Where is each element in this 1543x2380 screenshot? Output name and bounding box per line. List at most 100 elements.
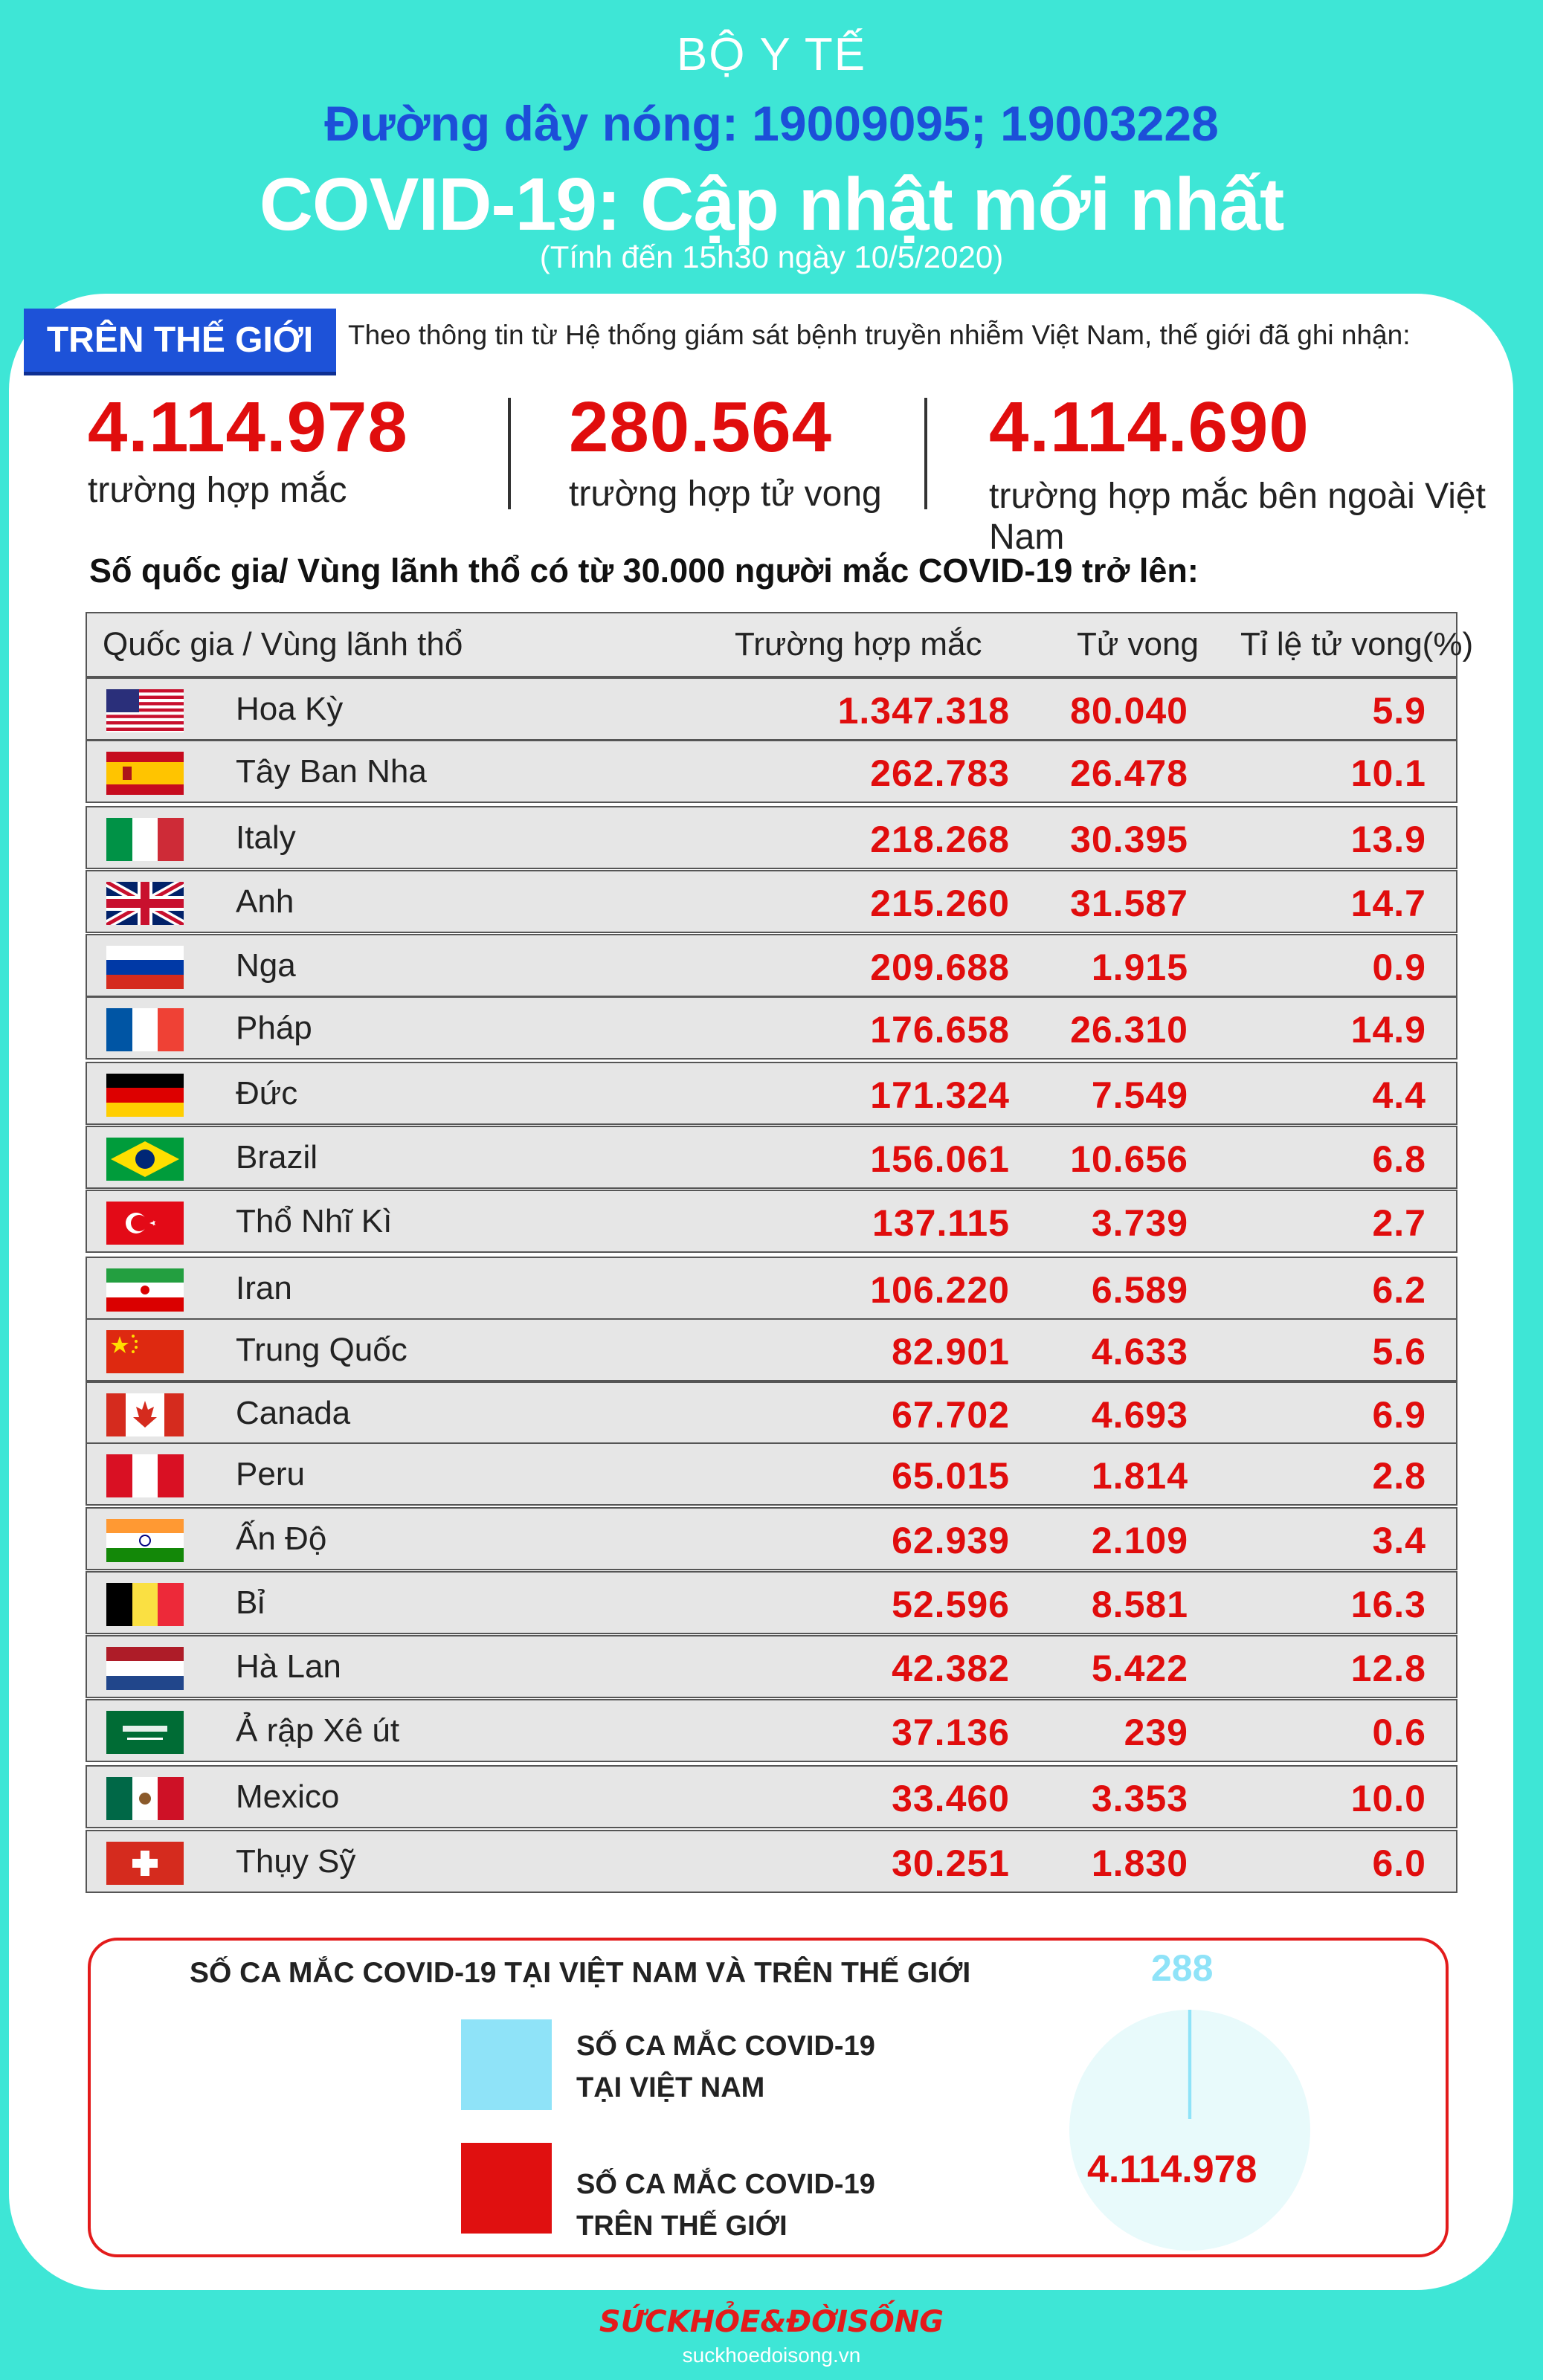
legend-label-world: SỐ CA MẮC COVID-19 TRÊN THẾ GIỚI — [576, 2169, 875, 2242]
table-row: Anh 215.260 31.587 14.7 — [86, 870, 1457, 933]
cases-value: 171.324 — [870, 1074, 1010, 1116]
death-rate-value: 4.4 — [1372, 1074, 1426, 1116]
stat-deaths: 280.564 — [569, 387, 833, 467]
italy-flag — [106, 818, 184, 861]
france-flag — [106, 1008, 184, 1051]
death-rate-value: 6.9 — [1372, 1394, 1426, 1436]
deaths-value: 30.395 — [1070, 819, 1188, 860]
death-rate-value: 2.8 — [1372, 1455, 1426, 1497]
pie-label-vietnam: 288 — [1151, 1947, 1214, 1989]
country-name: Anh — [236, 883, 294, 920]
deaths-value: 1.830 — [1091, 1842, 1188, 1884]
deaths-value: 26.478 — [1070, 752, 1188, 794]
cases-value: 218.268 — [870, 819, 1010, 860]
deaths-value: 7.549 — [1091, 1074, 1188, 1116]
country-name: Tây Ban Nha — [236, 753, 427, 790]
publisher-logo: SỨCKHỎE&ĐỜISỐNG — [599, 2305, 944, 2339]
china-flag — [106, 1330, 184, 1373]
table-row: Canada 67.702 4.693 6.9 — [86, 1381, 1457, 1445]
deaths-value: 1.915 — [1091, 946, 1188, 988]
cases-value: 65.015 — [892, 1455, 1010, 1497]
death-rate-value: 10.0 — [1350, 1778, 1426, 1819]
uk-flag — [106, 882, 184, 925]
table-row: Trung Quốc 82.901 4.633 5.6 — [86, 1318, 1457, 1381]
table-row: Tây Ban Nha 262.783 26.478 10.1 — [86, 740, 1457, 803]
col-country: Quốc gia / Vùng lãnh thổ — [103, 626, 463, 662]
cases-value: 209.688 — [870, 946, 1010, 988]
death-rate-value: 10.1 — [1350, 752, 1426, 794]
country-name: Mexico — [236, 1778, 340, 1815]
death-rate-value: 2.7 — [1372, 1202, 1426, 1244]
cases-value: 156.061 — [870, 1138, 1010, 1180]
col-deaths: Tử vong — [1077, 626, 1199, 662]
cases-value: 52.596 — [892, 1584, 1010, 1625]
table-row: Nga 209.688 1.915 0.9 — [86, 934, 1457, 997]
country-name: Italy — [236, 819, 296, 856]
cases-value: 106.220 — [870, 1269, 1010, 1311]
deaths-value: 5.422 — [1091, 1648, 1188, 1689]
stat-deaths-label: trường hợp tử vong — [569, 474, 882, 514]
pie-slice-world — [1069, 2010, 1310, 2251]
deaths-value: 31.587 — [1070, 883, 1188, 924]
chart-title: SỐ CA MẮC COVID-19 TẠI VIỆT NAM VÀ TRÊN … — [190, 1957, 971, 1989]
death-rate-value: 6.2 — [1372, 1269, 1426, 1311]
deaths-value: 4.633 — [1091, 1331, 1188, 1373]
death-rate-value: 14.7 — [1350, 883, 1426, 924]
cases-value: 215.260 — [870, 883, 1010, 924]
cases-value: 176.658 — [870, 1009, 1010, 1051]
russia-flag — [106, 946, 184, 989]
death-rate-value: 5.9 — [1372, 690, 1426, 732]
country-name: Trung Quốc — [236, 1332, 408, 1368]
death-rate-value: 0.6 — [1372, 1712, 1426, 1753]
ministry-title: BỘ Y TẾ — [676, 29, 867, 80]
death-rate-value: 0.9 — [1372, 946, 1426, 988]
legend-label-vietnam: SỐ CA MẮC COVID-19 TẠI VIỆT NAM — [576, 2031, 875, 2103]
brazil-flag — [106, 1138, 184, 1181]
table-row: Ấn Độ 62.939 2.109 3.4 — [86, 1507, 1457, 1570]
deaths-value: 80.040 — [1070, 690, 1188, 732]
legend-swatch-vietnam — [461, 2019, 552, 2110]
deaths-value: 8.581 — [1091, 1584, 1188, 1625]
deaths-value: 3.739 — [1091, 1202, 1188, 1244]
country-name: Bỉ — [236, 1584, 265, 1621]
table-row: Iran 106.220 6.589 6.2 — [86, 1257, 1457, 1320]
table-row: Ả rập Xê út 37.136 239 0.6 — [86, 1699, 1457, 1762]
country-name: Canada — [236, 1395, 351, 1431]
stat-outside-vn-label: trường hợp mắc bên ngoài Việt Nam — [989, 477, 1486, 557]
deaths-value: 1.814 — [1091, 1455, 1188, 1497]
country-name: Hà Lan — [236, 1648, 341, 1685]
country-name: Hoa Kỳ — [236, 691, 344, 727]
death-rate-value: 16.3 — [1350, 1584, 1426, 1625]
canada-flag — [106, 1393, 184, 1436]
pie-label-world: 4.114.978 — [1087, 2148, 1257, 2191]
stat-divider — [924, 398, 927, 509]
turkey-flag — [106, 1202, 184, 1245]
table-subheading: Số quốc gia/ Vùng lãnh thổ có từ 30.000 … — [89, 552, 1199, 590]
stat-total-cases: 4.114.978 — [88, 387, 408, 467]
death-rate-value: 6.0 — [1372, 1842, 1426, 1884]
col-cases: Trường hợp mắc — [735, 626, 982, 662]
india-flag — [106, 1519, 184, 1562]
cases-value: 37.136 — [892, 1712, 1010, 1753]
iran-flag — [106, 1268, 184, 1312]
death-rate-value: 14.9 — [1350, 1009, 1426, 1051]
table-row: Mexico 33.460 3.353 10.0 — [86, 1765, 1457, 1828]
country-name: Đức — [236, 1075, 298, 1112]
cases-value: 62.939 — [892, 1520, 1010, 1561]
spain-flag — [106, 752, 184, 795]
table-row: Thổ Nhĩ Kì 137.115 3.739 2.7 — [86, 1190, 1457, 1253]
country-name: Ấn Độ — [236, 1520, 327, 1557]
death-rate-value: 12.8 — [1350, 1648, 1426, 1689]
mexico-flag — [106, 1777, 184, 1820]
cases-value: 42.382 — [892, 1648, 1010, 1689]
country-name: Pháp — [236, 1010, 312, 1046]
publisher-url: suckhoedoisong.vn — [682, 2344, 861, 2367]
table-row: Italy 218.268 30.395 13.9 — [86, 806, 1457, 869]
country-name: Brazil — [236, 1139, 318, 1176]
cases-value: 262.783 — [870, 752, 1010, 794]
country-name: Thụy Sỹ — [236, 1843, 356, 1880]
deaths-value: 4.693 — [1091, 1394, 1188, 1436]
legend-swatch-world — [461, 2143, 552, 2234]
peru-flag — [106, 1454, 184, 1497]
hotline-text: Đường dây nóng: 19009095; 19003228 — [324, 96, 1219, 151]
